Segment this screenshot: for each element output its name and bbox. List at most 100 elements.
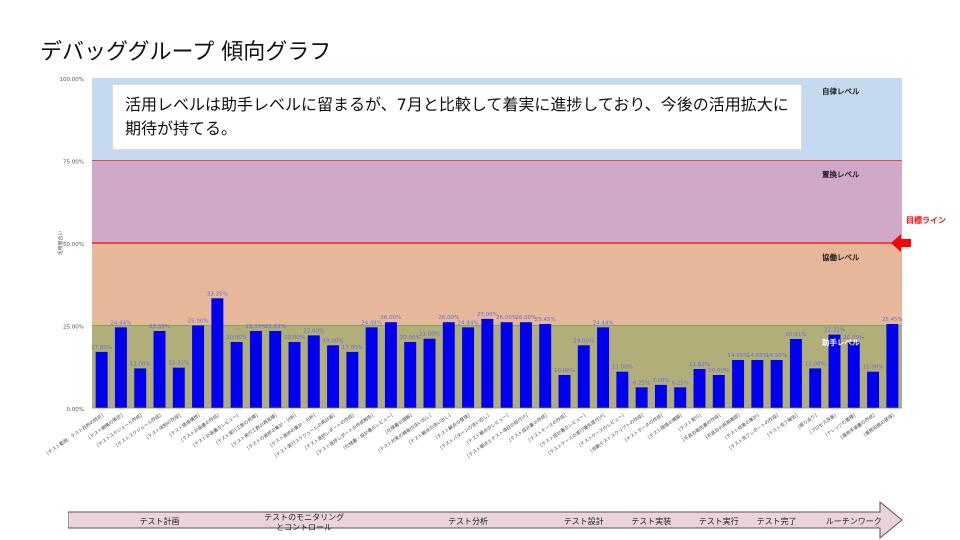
bar <box>211 298 224 408</box>
bar-value-label: 20.91% <box>785 332 806 338</box>
bar-value-label: 24.44% <box>110 320 131 326</box>
bar <box>423 338 436 408</box>
bar <box>192 325 205 408</box>
phase-arrow-shape <box>68 500 903 540</box>
bar-value-label: 20.00% <box>843 335 864 341</box>
x-tick-label: [テスト観点の整理] <box>434 412 471 441</box>
bar-value-label: 11.00% <box>612 365 633 371</box>
bar-value-label: 27.00% <box>477 312 498 318</box>
bar <box>462 327 475 408</box>
y-tick-label: 0.00% <box>67 407 84 413</box>
bar-value-label: 17.00% <box>91 345 112 351</box>
band-1 <box>92 243 902 326</box>
bar <box>828 334 841 408</box>
bar-value-label: 19.00% <box>573 338 594 344</box>
x-tick-label: [運用手順書の作成] <box>839 412 876 441</box>
bar-value-label: 6.25% <box>671 380 688 386</box>
bar <box>404 342 417 408</box>
bar-value-label: 19.00% <box>323 338 344 344</box>
bar-value-label: 12.22% <box>168 361 189 367</box>
bar-value-label: 11.00% <box>863 365 884 371</box>
bar <box>789 338 802 408</box>
bar-value-label: 24.44% <box>361 320 382 326</box>
bar-value-label: 7.00% <box>652 378 669 384</box>
bar <box>307 335 320 408</box>
bar-value-label: 17.00% <box>342 345 363 351</box>
bar <box>134 368 147 408</box>
bar <box>519 322 532 408</box>
band-label: 置換レベル <box>822 169 860 179</box>
band-label: 助手レベル <box>822 337 860 347</box>
bar-value-label: 11.82% <box>689 362 710 368</box>
bar-value-label: 10.00% <box>708 368 729 374</box>
x-tick-label: [業務知識の習得] <box>862 412 895 438</box>
phase-arrow <box>68 500 903 540</box>
bar <box>95 351 108 408</box>
bar-value-label: 26.00% <box>438 315 459 321</box>
y-axis-label: 活用度合い <box>57 230 64 255</box>
x-tick-label: [テスト体制の作成] <box>145 412 182 441</box>
band-label: 協働レベル <box>822 252 860 262</box>
y-tick-label: 50.00% <box>63 242 84 248</box>
bar <box>770 359 783 408</box>
bar <box>172 367 185 408</box>
phase-label: テスト計画 <box>139 517 180 526</box>
bar-value-label: 33.25% <box>207 291 228 297</box>
bar <box>539 324 552 408</box>
x-tick-label: [不具合の再現確認] <box>704 412 741 441</box>
bar <box>500 322 513 408</box>
target-arrow-icon <box>891 234 911 252</box>
bar-value-label: 26.00% <box>380 315 401 321</box>
bar <box>654 384 667 408</box>
target-line-label: 目標ライン <box>906 215 946 225</box>
bar <box>365 327 378 408</box>
x-tick-label: [テスト結果の集計] <box>723 412 760 441</box>
bar <box>558 375 571 408</box>
x-tick-label: [テスト完了報告] <box>766 412 799 438</box>
x-tick-label: [テスト環境の構築] <box>646 412 683 441</box>
y-tick-label: 25.00% <box>63 325 84 331</box>
phase-label: ルーチンワーク <box>825 517 882 526</box>
bar <box>327 345 340 408</box>
bar-value-label: 20.00% <box>400 335 421 341</box>
bar-value-label: 25.45% <box>882 317 903 323</box>
bar-value-label: 24.44% <box>458 320 479 326</box>
bar-value-label: 12.00% <box>130 361 151 367</box>
bar-value-label: 14.55% <box>766 353 787 359</box>
bar-value-label: 25.45% <box>535 317 556 323</box>
bar-value-label: 22.22% <box>824 328 845 334</box>
bar-value-label: 24.44% <box>593 320 614 326</box>
bar <box>751 359 764 408</box>
bar-value-label: 20.00% <box>284 335 305 341</box>
bar <box>847 342 860 408</box>
bar-value-label: 14.55% <box>747 353 768 359</box>
band-2 <box>92 160 902 243</box>
band-0 <box>92 325 902 408</box>
bar-value-label: 6.25% <box>633 380 650 386</box>
bar <box>153 331 166 408</box>
bar-value-label: 12.00% <box>805 361 826 367</box>
bar <box>114 327 127 408</box>
bar-value-label: 22.00% <box>303 328 324 334</box>
bar <box>616 371 629 408</box>
phase-label: テスト分析 <box>448 517 489 526</box>
bar <box>384 322 397 408</box>
bar-value-label: 26.00% <box>496 315 517 321</box>
bar <box>886 324 899 408</box>
x-tick-label: [テスト戦略の策定] <box>87 412 124 441</box>
y-tick-label: 100.00% <box>60 77 84 83</box>
bar-value-label: 23.33% <box>149 324 170 330</box>
bar <box>674 387 687 408</box>
bar <box>442 322 455 408</box>
bar-value-label: 21.00% <box>419 332 440 338</box>
bar-value-label: 26.00% <box>515 315 536 321</box>
bar <box>346 351 359 408</box>
phase-label: テスト設計 <box>563 517 604 526</box>
phase-label: テスト実行 <box>698 517 739 526</box>
bar <box>597 327 610 408</box>
phase-label: テスト完了 <box>756 517 797 526</box>
bar-value-label: 25.00% <box>188 319 209 325</box>
bar <box>481 318 494 408</box>
bar-value-label: 23.33% <box>265 324 286 330</box>
